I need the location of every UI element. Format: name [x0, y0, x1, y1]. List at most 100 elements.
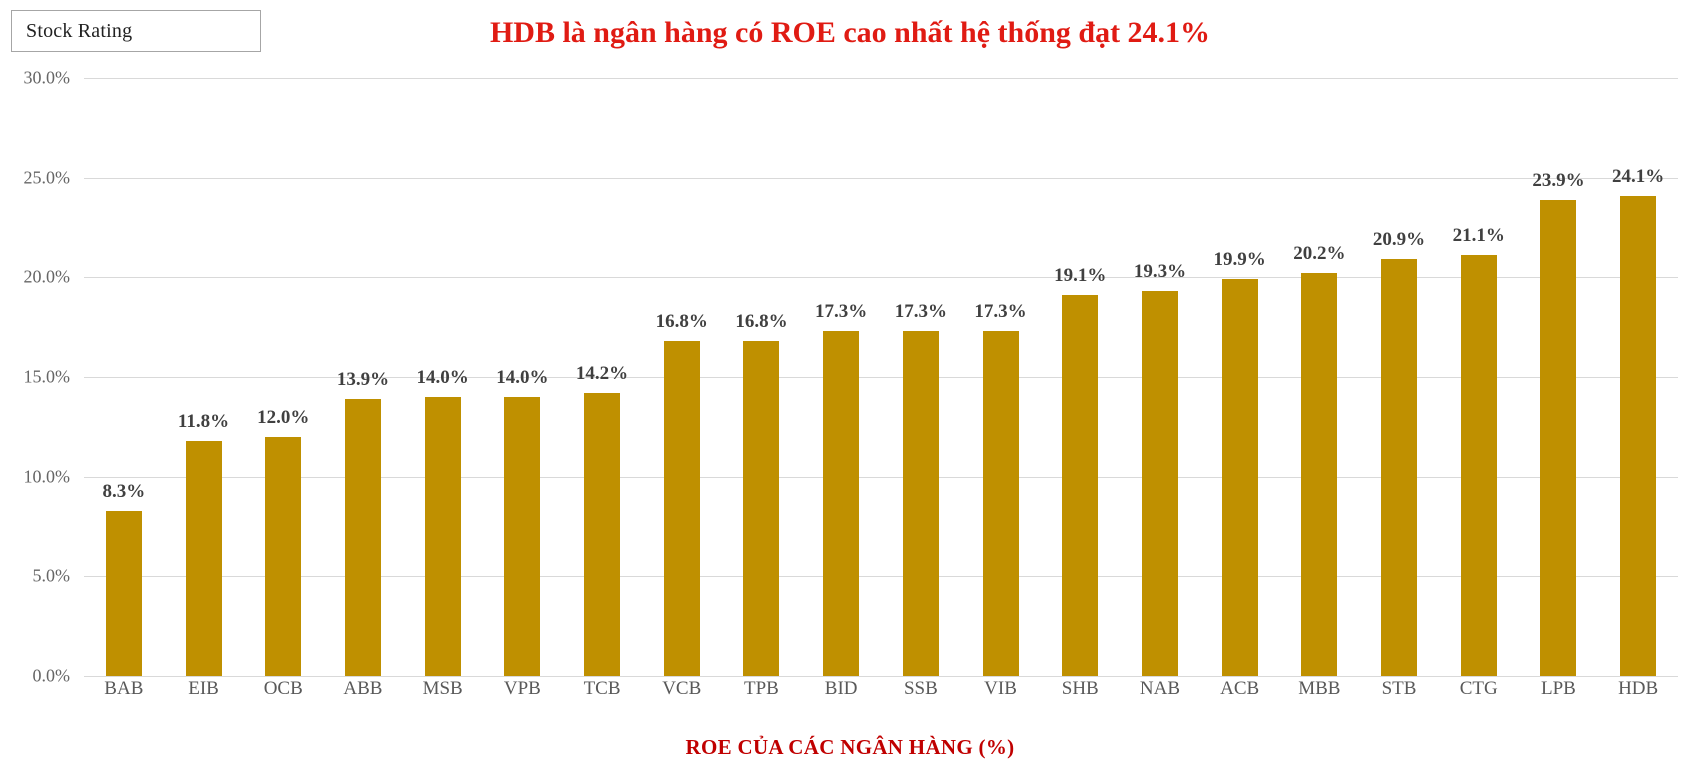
bars-layer: 8.3% 11.8% 12.0% 13.9% 14.0% 14.0% 14.2% 16.8% 1…	[84, 78, 1678, 676]
x-axis-tick-label: OCB	[263, 678, 303, 699]
bar-value-label: 12.0%	[257, 406, 310, 428]
bar[interactable]	[1540, 199, 1577, 676]
bar-value-label: 20.9%	[1372, 229, 1426, 251]
bar[interactable]	[743, 341, 780, 676]
gridline	[84, 78, 1678, 79]
x-axis-tick-label: STB	[1381, 678, 1417, 699]
bar-value-label: 21.1%	[1452, 225, 1505, 247]
bar-slot: 12.0%	[243, 78, 323, 676]
gridline	[84, 177, 1678, 179]
x-axis-tick-label: VCB	[662, 678, 702, 699]
x-axis-category-labels: BAB EIB OCB ABB MSB VPB TCB VCB TPB BID SSB VIB SHB N…	[84, 678, 1678, 712]
bar[interactable]	[902, 331, 939, 676]
bar[interactable]	[1620, 195, 1657, 676]
bar[interactable]	[1141, 291, 1178, 676]
x-axis-tick-label: NAB	[1139, 678, 1180, 699]
bar-slot: 8.3%	[84, 78, 164, 676]
bar-slot: 19.3%	[1120, 78, 1200, 676]
bar[interactable]	[344, 398, 381, 676]
stock-rating-label: Stock Rating	[26, 19, 133, 42]
bar[interactable]	[823, 331, 860, 676]
bar-slot: 20.2%	[1280, 78, 1360, 676]
bar[interactable]	[185, 440, 222, 676]
bar[interactable]	[1221, 279, 1258, 676]
bar[interactable]	[982, 331, 1019, 676]
bar-slot: 14.0%	[403, 78, 483, 676]
bar-slot: 23.9%	[1519, 78, 1599, 676]
bar-slot: 21.1%	[1439, 78, 1519, 676]
bar-value-label: 8.3%	[102, 480, 146, 502]
bar[interactable]	[1301, 273, 1338, 676]
x-axis-tick-label: ABB	[343, 678, 383, 699]
bar[interactable]	[1381, 259, 1418, 676]
bar-value-label: 14.0%	[496, 366, 549, 388]
bar-slot: 19.9%	[1200, 78, 1280, 676]
x-axis-tick-label: TPB	[744, 678, 779, 699]
bar-value-label: 19.9%	[1213, 249, 1266, 271]
bar[interactable]	[105, 510, 142, 676]
gridline	[84, 377, 1678, 378]
x-axis-tick-label: SSB	[903, 678, 938, 699]
gridline	[84, 676, 1678, 677]
y-axis-tick-label: 10.0%	[23, 466, 71, 487]
x-axis-tick-label: MSB	[422, 678, 463, 699]
bar[interactable]	[424, 396, 461, 676]
bar-value-label: 24.1%	[1612, 165, 1665, 187]
y-axis-tick-label: 30.0%	[23, 67, 71, 88]
bar-slot: 24.1%	[1598, 78, 1678, 676]
x-axis-tick-label: BAB	[104, 678, 144, 699]
stock-rating-legend-box[interactable]: Stock Rating	[11, 10, 261, 52]
bar-value-label: 16.8%	[735, 311, 788, 333]
gridline	[84, 476, 1678, 478]
bar-value-label: 17.3%	[974, 301, 1027, 323]
bar-slot: 17.3%	[881, 78, 961, 676]
gridline	[84, 576, 1678, 578]
bar-value-label: 11.8%	[177, 410, 230, 432]
x-axis-tick-label: LPB	[1541, 678, 1576, 699]
x-axis-tick-label: EIB	[188, 678, 219, 699]
bar-slot: 11.8%	[164, 78, 244, 676]
bar-slot: 17.3%	[801, 78, 881, 676]
bar-value-label: 23.9%	[1532, 169, 1585, 191]
bar[interactable]	[663, 341, 700, 676]
bar-slot: 13.9%	[323, 78, 403, 676]
y-axis-tick-label: 15.0%	[23, 366, 71, 387]
bar-value-label: 13.9%	[336, 368, 390, 390]
x-axis-tick-label: TCB	[583, 678, 621, 699]
bar-value-label: 19.1%	[1054, 265, 1107, 287]
x-axis-tick-label: VIB	[984, 678, 1017, 699]
y-axis-tick-label: 5.0%	[32, 565, 71, 586]
bar[interactable]	[265, 436, 302, 676]
bar-slot: 16.8%	[722, 78, 802, 676]
bar-value-label: 14.0%	[416, 366, 469, 388]
x-axis-tick-label: CTG	[1459, 678, 1498, 699]
bar-slot: 20.9%	[1359, 78, 1439, 676]
x-axis-tick-label: SHB	[1061, 678, 1099, 699]
bar-slot: 19.1%	[1040, 78, 1120, 676]
x-axis-tick-label: BID	[824, 678, 858, 699]
x-axis-tick-label: HDB	[1618, 678, 1659, 699]
y-axis: 0.0% 5.0% 10.0% 15.0% 20.0% 25.0% 30.0%	[0, 68, 78, 686]
bar[interactable]	[504, 396, 541, 676]
bar-value-label: 16.8%	[655, 311, 708, 333]
bar[interactable]	[1062, 295, 1099, 676]
bar-value-label: 17.3%	[894, 301, 947, 323]
y-axis-tick-label: 0.0%	[32, 665, 71, 686]
bar-value-label: 19.3%	[1133, 261, 1187, 283]
bar-value-label: 17.3%	[815, 301, 868, 323]
bar-value-label: 14.2%	[575, 362, 629, 384]
bar-value-label: 20.2%	[1293, 243, 1346, 265]
y-axis-tick-label: 25.0%	[23, 167, 71, 188]
bar[interactable]	[584, 392, 621, 676]
x-axis-title: ROE CỦA CÁC NGÂN HÀNG (%)	[685, 735, 1015, 759]
gridline	[84, 277, 1678, 279]
bar-slot: 14.0%	[483, 78, 563, 676]
bar-slot: 14.2%	[562, 78, 642, 676]
bar-slot: 17.3%	[961, 78, 1041, 676]
x-axis-tick-label: MBB	[1298, 678, 1341, 699]
chart-title: HDB là ngân hàng có ROE cao nhất hệ thốn…	[489, 16, 1211, 49]
x-axis-tick-label: ACB	[1220, 678, 1260, 699]
y-axis-tick-label: 20.0%	[23, 266, 71, 287]
bar[interactable]	[1460, 255, 1497, 676]
